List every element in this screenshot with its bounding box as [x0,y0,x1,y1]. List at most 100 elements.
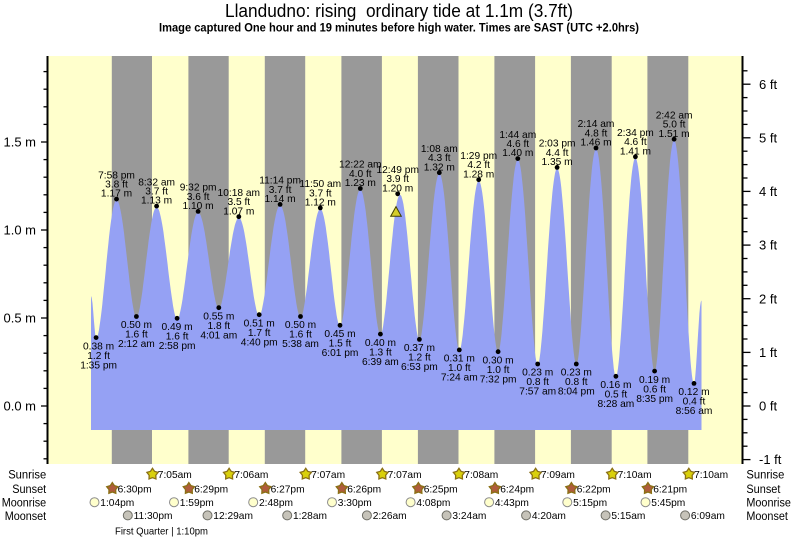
svg-text:4 ft: 4 ft [759,184,777,199]
svg-text:0.8 ft: 0.8 ft [526,377,549,388]
svg-text:0.12 m: 0.12 m [678,387,709,398]
svg-text:4.6 ft: 4.6 ft [624,137,647,148]
svg-text:11:50 am: 11:50 am [299,179,341,190]
svg-text:8:28 am: 8:28 am [597,399,634,410]
svg-text:6 ft: 6 ft [759,77,777,92]
svg-text:6:25pm: 6:25pm [424,484,458,495]
svg-text:2:48pm: 2:48pm [259,498,293,509]
svg-text:7:57 am: 7:57 am [519,387,556,398]
svg-text:3:30pm: 3:30pm [338,498,372,509]
svg-text:10:18 am: 10:18 am [218,188,260,199]
svg-text:1.5 ft: 1.5 ft [329,339,352,350]
svg-text:1.7 ft: 1.7 ft [248,328,271,339]
svg-text:7:58 pm: 7:58 pm [98,170,135,181]
svg-text:2:42 am: 2:42 am [656,110,693,121]
svg-text:Sunrise: Sunrise [746,468,784,482]
svg-text:6:22pm: 6:22pm [577,484,611,495]
svg-text:0.8 ft: 0.8 ft [565,377,588,388]
svg-text:12:22 am: 12:22 am [339,160,381,171]
svg-text:0.45 m: 0.45 m [324,329,355,340]
svg-text:1.3 ft: 1.3 ft [369,347,392,358]
svg-text:0.40 m: 0.40 m [365,338,396,349]
svg-text:1.6 ft: 1.6 ft [289,330,312,341]
svg-text:1.0 ft: 1.0 ft [448,363,471,374]
svg-text:6:26pm: 6:26pm [347,484,381,495]
svg-text:4:01 am: 4:01 am [200,330,237,341]
svg-text:8:35 pm: 8:35 pm [636,394,673,405]
svg-text:1.0 m: 1.0 m [3,223,36,238]
svg-text:0.51 m: 0.51 m [244,318,275,329]
svg-text:0.23 m: 0.23 m [561,368,592,379]
svg-text:11:14 pm: 11:14 pm [259,176,301,187]
svg-text:2:58 pm: 2:58 pm [159,341,196,352]
svg-text:1:29 pm: 1:29 pm [460,151,497,162]
svg-text:6:39 am: 6:39 am [362,357,399,368]
svg-text:1.13 m: 1.13 m [141,196,172,207]
svg-text:6:27pm: 6:27pm [271,484,305,495]
svg-text:Moonset: Moonset [746,509,788,523]
svg-text:0.55 m: 0.55 m [203,311,234,322]
svg-text:1.41 m: 1.41 m [620,146,651,157]
svg-text:1.07 m: 1.07 m [223,206,254,217]
svg-text:1.2 ft: 1.2 ft [408,353,431,364]
svg-text:7:10am: 7:10am [618,470,652,481]
svg-text:0.5 m: 0.5 m [3,311,36,326]
svg-text:3.8 ft: 3.8 ft [105,180,128,191]
svg-text:6:30pm: 6:30pm [118,484,152,495]
svg-text:Moonset: Moonset [5,509,47,523]
svg-text:1:35 pm: 1:35 pm [80,360,117,371]
svg-text:7:32 pm: 7:32 pm [480,374,517,385]
svg-text:4.3 ft: 4.3 ft [428,153,451,164]
svg-text:4.2 ft: 4.2 ft [467,160,490,171]
svg-text:1:08 am: 1:08 am [421,144,458,155]
svg-text:1.10 m: 1.10 m [183,201,214,212]
svg-text:6:53 pm: 6:53 pm [401,362,438,373]
svg-text:3.6 ft: 3.6 ft [187,192,210,203]
svg-text:0.0 m: 0.0 m [3,399,36,414]
svg-text:1 ft: 1 ft [759,345,777,360]
svg-text:0.38 m: 0.38 m [83,341,114,352]
svg-text:1.14 m: 1.14 m [265,194,296,205]
svg-text:8:04 pm: 8:04 pm [558,387,595,398]
svg-text:7:08am: 7:08am [464,470,498,481]
svg-text:11:30pm: 11:30pm [134,511,173,522]
svg-text:0.50 m: 0.50 m [121,320,152,331]
svg-text:6:09am: 6:09am [691,511,725,522]
svg-text:Sunrise: Sunrise [8,468,46,482]
svg-text:Image captured One hour and 19: Image captured One hour and 19 minutes b… [159,21,639,34]
svg-text:2 ft: 2 ft [759,291,777,306]
svg-text:7:07am: 7:07am [388,470,422,481]
svg-text:Llandudno: rising ordinary ti: Llandudno: rising ordinary tide at 1.1m … [225,1,573,21]
svg-text:1.32 m: 1.32 m [424,162,455,173]
svg-text:1.0 ft: 1.0 ft [487,365,510,376]
svg-text:1.23 m: 1.23 m [345,178,376,189]
svg-text:0.6 ft: 0.6 ft [643,384,666,395]
svg-text:8:32 am: 8:32 am [138,177,175,188]
svg-text:4:08pm: 4:08pm [416,498,450,509]
svg-text:0.49 m: 0.49 m [162,322,193,333]
svg-text:4.4 ft: 4.4 ft [546,148,569,159]
svg-text:5:38 am: 5:38 am [282,339,319,350]
svg-text:0.4 ft: 0.4 ft [683,397,706,408]
svg-text:Moonrise: Moonrise [2,496,47,510]
svg-text:Moonrise: Moonrise [746,496,791,510]
svg-text:1.12 m: 1.12 m [305,198,336,209]
svg-text:4.6 ft: 4.6 ft [506,139,529,150]
svg-text:0.30 m: 0.30 m [483,355,514,366]
svg-text:Sunset: Sunset [12,482,47,496]
svg-text:1.8 ft: 1.8 ft [207,321,230,332]
svg-text:4:43pm: 4:43pm [495,498,529,509]
svg-text:7:10am: 7:10am [694,470,728,481]
svg-text:2:34 pm: 2:34 pm [617,128,654,139]
svg-text:1.17 m: 1.17 m [101,189,132,200]
svg-text:3.7 ft: 3.7 ft [269,185,292,196]
svg-text:1:04pm: 1:04pm [100,498,134,509]
svg-text:5:15pm: 5:15pm [573,498,607,509]
svg-text:7:24 am: 7:24 am [441,373,478,384]
svg-text:1:59pm: 1:59pm [180,498,214,509]
svg-text:3.5 ft: 3.5 ft [227,197,250,208]
svg-text:3:24am: 3:24am [452,511,486,522]
svg-text:1.6 ft: 1.6 ft [166,332,189,343]
svg-text:First Quarter | 1:10pm: First Quarter | 1:10pm [115,526,208,538]
svg-text:7:09am: 7:09am [541,470,575,481]
